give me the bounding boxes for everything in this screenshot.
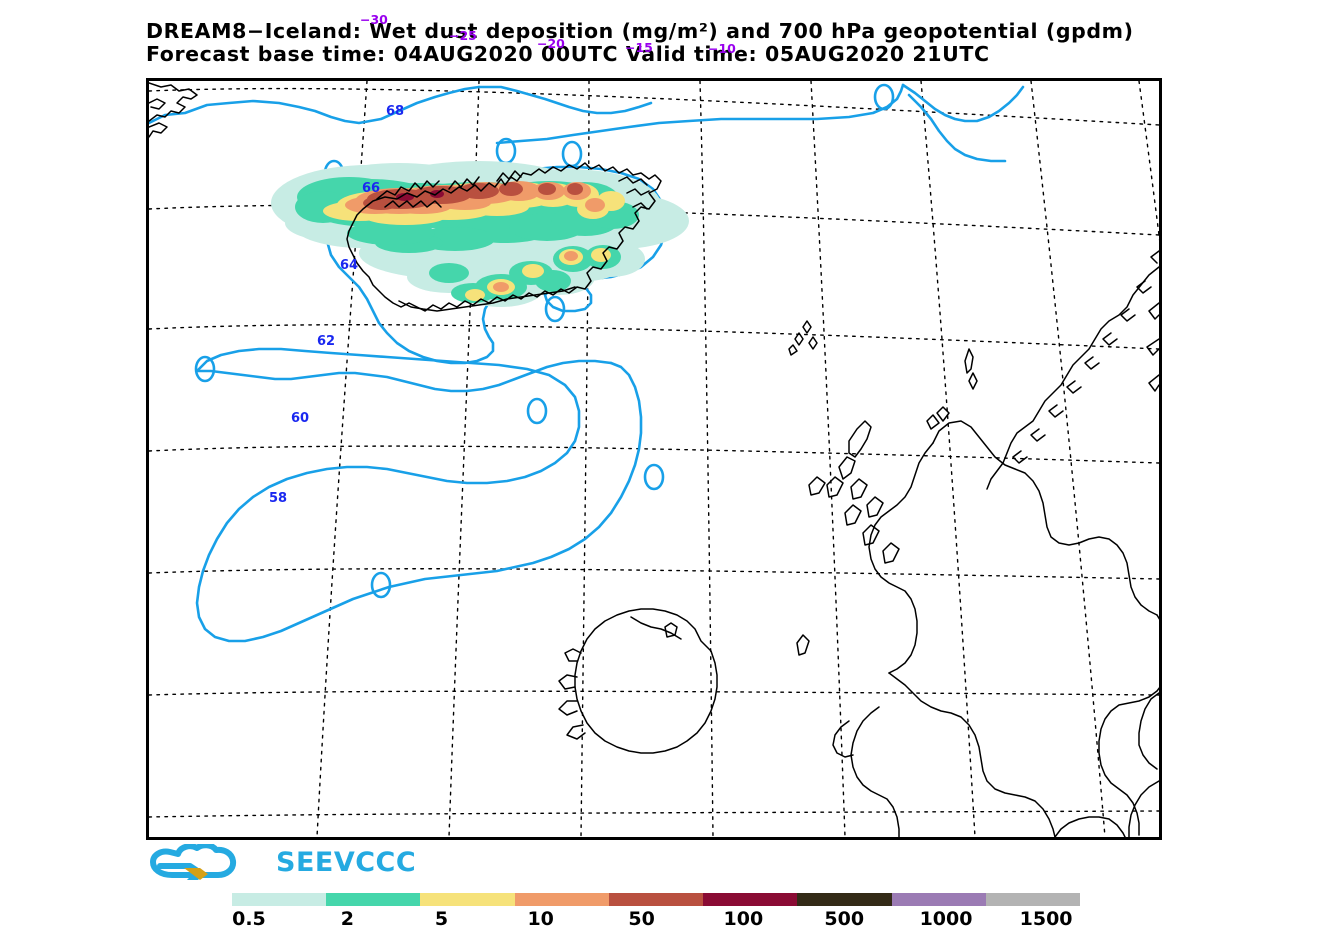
colorbar-tick: 1500 [1019, 908, 1073, 930]
colorbar-segment [514, 893, 609, 906]
colorbar-segment [985, 893, 1080, 906]
colorbar-segment [326, 893, 421, 906]
graticule-grid [149, 81, 1159, 837]
colorbar-segment [703, 893, 798, 906]
cloud-icon [150, 844, 237, 880]
colorbar-segment [797, 893, 892, 906]
map-canvas[interactable] [146, 78, 1162, 840]
lon-label-minus10: −10 [708, 41, 736, 56]
colorbar-tick: 10 [527, 908, 554, 930]
lat-label-60: 60 [291, 411, 310, 426]
geopotential-contours [149, 83, 1025, 643]
seevccc-logo: SEEVCCC [150, 844, 416, 880]
chart-subtitle: Forecast base time: 04AUG2020 00UTC Vali… [146, 42, 990, 66]
lon-label-minus30: −30 [360, 12, 388, 27]
chart-title-block: DREAM8−Iceland: Wet dust deposition (mg/… [146, 20, 1326, 66]
lat-label-64: 64 [340, 258, 359, 273]
colorbar-tick: 50 [628, 908, 655, 930]
colorbar-tick: 5 [434, 908, 449, 930]
colorbar-swatches [232, 893, 1080, 906]
logo-text: SEEVCCC [276, 846, 417, 878]
lat-label-58: 58 [269, 491, 288, 506]
colorbar-tick: 500 [824, 908, 865, 930]
lon-label-minus20: −20 [537, 36, 565, 51]
page-title: DREAM8−Iceland: Wet dust deposition (mg/… [146, 19, 1134, 43]
coastlines [149, 82, 1159, 837]
contour-zero-labels [194, 83, 895, 599]
lat-label-66: 66 [362, 181, 381, 196]
colorbar-tick: 100 [723, 908, 764, 930]
lat-label-68: 68 [386, 104, 405, 119]
arrow-icon [184, 868, 208, 880]
lon-label-minus25: −25 [449, 28, 477, 43]
colorbar-segment [420, 893, 515, 906]
colorbar-tick: 1000 [919, 908, 973, 930]
lat-label-62: 62 [317, 334, 336, 349]
map-graphics [149, 81, 1159, 837]
colorbar-segment [891, 893, 986, 906]
lon-label-minus15: −15 [625, 40, 653, 55]
colorbar-tick-labels: 0.5 2 5 10 50 100 500 1000 1500 [232, 906, 1080, 932]
colorbar: 0.5 2 5 10 50 100 500 1000 1500 [232, 893, 1080, 932]
colorbar-segment [608, 893, 704, 906]
dust-deposition-field [271, 161, 689, 307]
colorbar-tick: 2 [340, 908, 354, 930]
colorbar-segment [232, 893, 327, 906]
colorbar-tick: 0.5 [232, 908, 266, 930]
